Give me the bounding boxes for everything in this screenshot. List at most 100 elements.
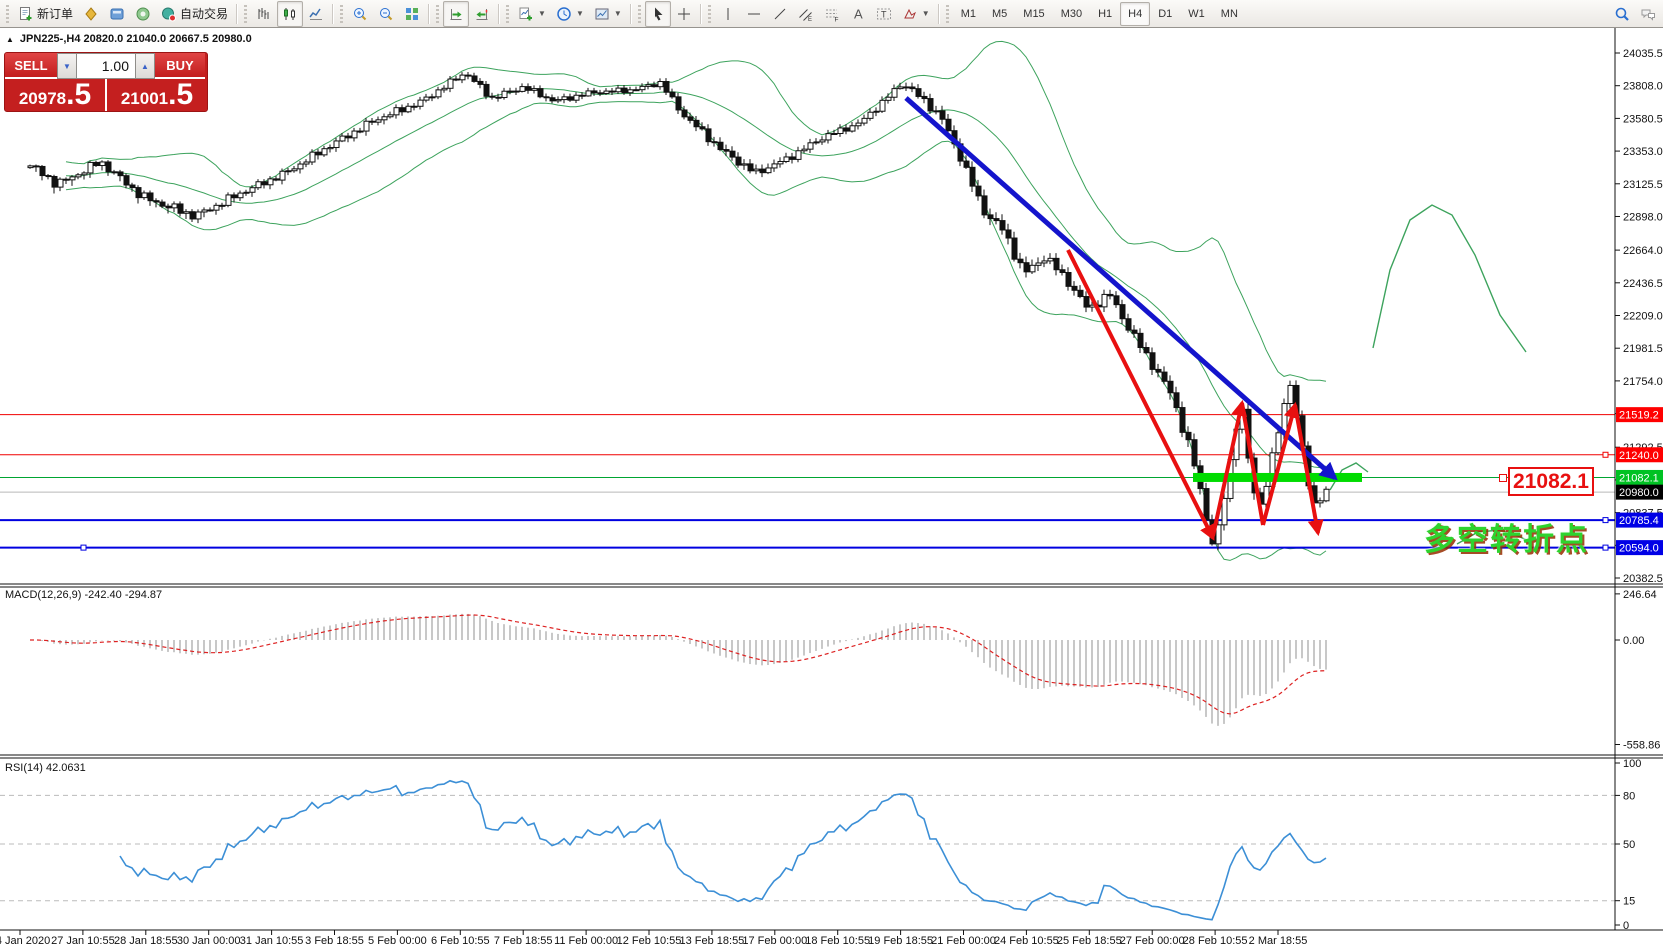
axis-tick-label: 22664.0 — [1623, 245, 1663, 257]
chat-button[interactable] — [1635, 1, 1661, 27]
hline-button[interactable] — [741, 1, 767, 27]
timeframe-button-M5[interactable]: M5 — [992, 7, 1008, 20]
shapes-button[interactable]: ▼ — [897, 1, 935, 27]
zoom-out-button[interactable] — [373, 1, 399, 27]
price-callout-label[interactable]: 21082.1 — [1508, 467, 1594, 496]
autotrading-icon — [161, 6, 177, 22]
navigator-button[interactable] — [130, 1, 156, 27]
volume-decrease-button[interactable]: ▼ — [57, 53, 77, 79]
red-zigzag-segment-4[interactable] — [1261, 401, 1300, 526]
chat-icon — [1640, 6, 1656, 22]
time-axis-label: 12 Feb 10:55 — [617, 935, 682, 947]
hline-handle[interactable] — [80, 544, 87, 551]
buy-price-frac: .5 — [168, 78, 194, 111]
dropdown-arrow-icon[interactable]: ▼ — [538, 9, 546, 18]
hline-handle[interactable] — [1602, 544, 1609, 551]
cursor-button[interactable] — [644, 0, 671, 27]
dropdown-arrow-icon[interactable]: ▼ — [921, 9, 930, 18]
main-pane — [0, 40, 1615, 561]
crosshair-button[interactable] — [671, 1, 697, 27]
templates-button[interactable]: ▼ — [589, 1, 627, 27]
bar-chart-button[interactable] — [251, 1, 277, 27]
vline-icon — [720, 6, 736, 22]
zoom-in-icon — [352, 6, 368, 22]
rsi-value: 42.0631 — [45, 762, 86, 774]
red-zigzag-segment-5[interactable] — [1293, 404, 1324, 537]
timeframe-button-H4[interactable]: H4 — [1120, 1, 1151, 26]
volume-increase-button[interactable]: ▲ — [135, 53, 155, 79]
axis-tick-label: 21754.0 — [1623, 376, 1663, 388]
timeframe-button-MN[interactable]: MN — [1220, 7, 1238, 20]
red-zigzag-segment-3[interactable] — [1240, 402, 1265, 526]
label-icon: T — [876, 6, 892, 22]
bollinger-upper-band[interactable] — [65, 40, 1327, 382]
candle-chart-button[interactable] — [277, 0, 304, 27]
dropdown-arrow-icon[interactable]: ▼ — [575, 9, 584, 18]
trendline-button[interactable] — [767, 1, 793, 27]
red-zigzag-segment-1[interactable] — [1066, 249, 1215, 541]
market-watch-button[interactable] — [78, 1, 104, 27]
bollinger-middle-band[interactable] — [65, 88, 1327, 469]
data-window-button[interactable] — [104, 1, 130, 27]
autoscroll-icon — [448, 6, 464, 22]
axis-tick-label: 80 — [1623, 790, 1635, 802]
blue-downtrend-arrow[interactable] — [904, 96, 1338, 481]
price-level-chip — [1616, 469, 1663, 485]
label-button[interactable]: T — [871, 1, 897, 27]
toolbar-button-label: 自动交易 — [180, 7, 229, 21]
text-button[interactable]: A — [845, 1, 871, 27]
time-axis-label: 5 Feb 00:00 — [368, 935, 427, 947]
price-level-chip — [1616, 512, 1663, 528]
new-order-button[interactable]: 新订单 — [13, 1, 78, 27]
line-chart-button[interactable] — [303, 1, 329, 27]
volume-input[interactable]: 1.00 — [77, 53, 135, 79]
channel-button[interactable]: E — [793, 1, 819, 27]
hline-icon — [746, 6, 762, 22]
periods-button[interactable]: ▼ — [551, 1, 589, 27]
vline-button[interactable] — [715, 1, 741, 27]
sell-button[interactable]: SELL — [5, 53, 57, 79]
red-zigzag-segment-2[interactable] — [1211, 399, 1248, 537]
hline-handle[interactable] — [1602, 517, 1609, 524]
dropdown-arrow-icon[interactable]: ▼ — [613, 9, 622, 18]
time-axis-label: 19 Feb 18:55 — [868, 935, 933, 947]
autoscroll-button[interactable] — [443, 0, 470, 27]
search-button[interactable] — [1609, 1, 1635, 27]
timeframe-button-H1[interactable]: H1 — [1098, 7, 1113, 20]
bar-chart-icon — [256, 6, 272, 22]
zoom-in-button[interactable] — [347, 1, 373, 27]
sell-price[interactable]: 20978 .5 — [5, 79, 105, 111]
timeframe-button-W1[interactable]: W1 — [1188, 7, 1205, 20]
band-projection-arc — [1372, 204, 1527, 353]
navigator-icon — [135, 6, 151, 22]
timeframe-button-M15[interactable]: M15 — [1023, 7, 1045, 20]
fibonacci-button[interactable]: F — [819, 1, 845, 27]
tile-windows-button[interactable] — [399, 1, 425, 27]
toolbar-grip — [340, 4, 344, 23]
indicators-button[interactable]: ▼ — [513, 1, 551, 27]
axis-tick-label: 100 — [1623, 758, 1641, 770]
timeframe-button-M30[interactable]: M30 — [1060, 7, 1083, 20]
timeframe-button-D1[interactable]: D1 — [1158, 7, 1173, 20]
timeframe-button-M1[interactable]: M1 — [960, 7, 976, 20]
new-order-icon — [18, 6, 34, 22]
axis-tick-label: 23580.5 — [1623, 113, 1663, 125]
shift-chart-button[interactable] — [469, 1, 495, 27]
candle-chart-icon — [282, 6, 298, 22]
autotrading-button[interactable]: 自动交易 — [156, 1, 233, 27]
hline-anchor-handle[interactable] — [1499, 474, 1507, 482]
price-level-chip-text: 20980.0 — [1619, 487, 1659, 499]
macd-name: MACD(12,26,9) — [5, 589, 82, 601]
rsi-pane — [0, 779, 1615, 921]
svg-text:A: A — [854, 6, 863, 21]
hline-handle[interactable] — [1602, 451, 1609, 458]
buy-price[interactable]: 21001 .5 — [107, 79, 207, 111]
axis-tick-label: 23125.5 — [1623, 179, 1663, 191]
collapse-panel-icon[interactable]: ▲ — [6, 34, 14, 44]
axis-tick-label: 0 — [1623, 920, 1629, 932]
toolbar-separator — [937, 3, 939, 24]
buy-button[interactable]: BUY — [155, 53, 205, 79]
main-toolbar: 新订单 自动交易 ▼ ▼ ▼ E F A T ▼ M1 M5 M15 M30 H1 H4 D1 W1 MN — [0, 0, 1663, 28]
